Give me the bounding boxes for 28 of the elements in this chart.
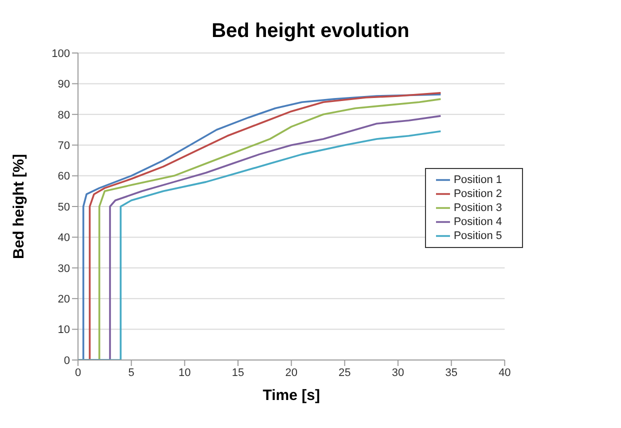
- y-tick-label: 20: [58, 294, 70, 306]
- y-axis-title: Bed height [%]: [10, 154, 28, 259]
- x-tick-label: 35: [445, 366, 458, 379]
- x-tick-label: 10: [178, 366, 191, 379]
- legend-label: Position 3: [454, 202, 502, 214]
- y-tick-label: 80: [58, 109, 70, 122]
- x-tick-label: 15: [232, 366, 244, 379]
- legend-label: Position 2: [454, 188, 502, 200]
- y-tick-label: 30: [58, 262, 70, 275]
- y-tick-label: 0: [64, 354, 70, 367]
- x-tick-label: 0: [74, 366, 82, 379]
- x-tick-label: 30: [392, 366, 404, 379]
- x-axis-title: Time [s]: [262, 387, 320, 404]
- chart-title: Bed height evolution: [210, 20, 410, 43]
- y-tick-label: 70: [58, 140, 70, 152]
- x-tick-label: 25: [338, 366, 351, 379]
- x-tick-label: 5: [128, 366, 134, 379]
- legend-label: Position 5: [454, 230, 502, 242]
- x-tick-label: 20: [285, 366, 298, 379]
- legend-label: Position 4: [454, 216, 502, 228]
- y-tick-label: 40: [58, 232, 70, 244]
- legend-label: Position 1: [454, 174, 502, 186]
- y-tick-label: 90: [58, 78, 70, 91]
- y-tick-label: 50: [58, 201, 70, 214]
- y-tick-label: 10: [58, 324, 70, 336]
- y-tick-label: 100: [52, 48, 70, 60]
- y-tick-label: 60: [58, 170, 70, 183]
- x-tick-label: 40: [498, 366, 511, 379]
